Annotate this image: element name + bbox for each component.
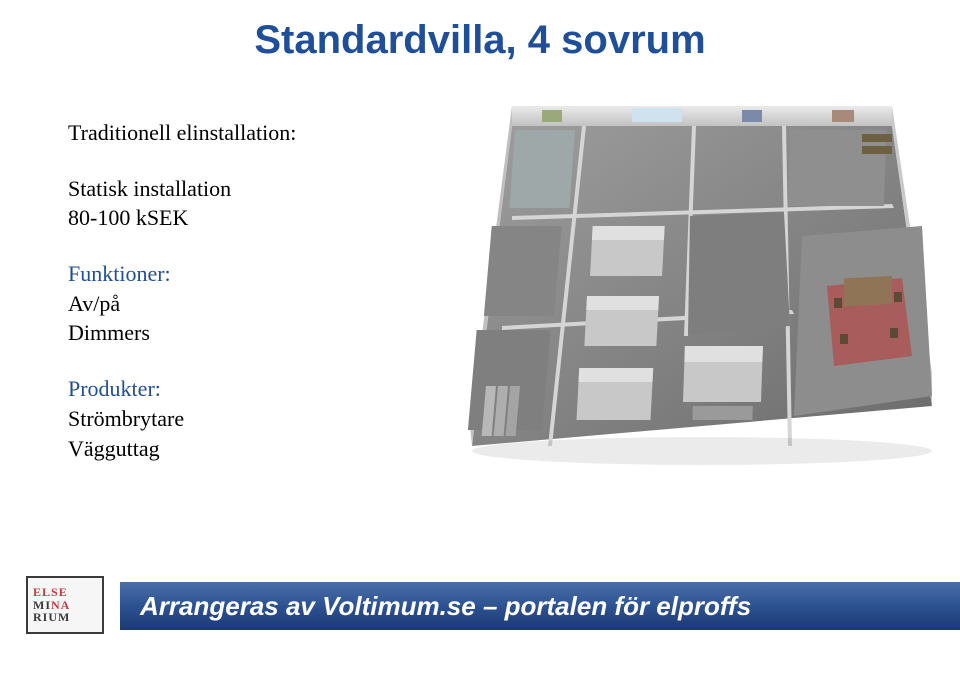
footer-logo: E L S E M I N A R I U M [26,576,104,634]
logo-r1c4: E [59,586,67,599]
section1-line1: Statisk installation [68,174,428,204]
section3-line1: Strömbrytare [68,404,428,434]
section-funktioner: Funktioner: Av/på Dimmers [68,259,428,348]
logo-r3c2: I [43,611,48,624]
logo-row1: E L S E [33,586,102,599]
logo-r3c3: U [48,611,57,624]
section2-line1: Av/på [68,289,428,319]
footer-text: Arrangeras av Voltimum.se – portalen för… [140,591,751,622]
section1-heading: Traditionell elinstallation: [68,118,428,148]
footer-bar: Arrangeras av Voltimum.se – portalen för… [120,582,960,630]
section1-line2: 80-100 kSEK [68,203,428,233]
logo-r1c3: S [51,586,58,599]
floorplan-image [432,86,932,466]
slide: Standardvilla, 4 sovrum Traditionell eli… [0,0,960,676]
logo-r1c2: L [42,586,50,599]
section2-heading: Funktioner: [68,259,428,289]
logo-r3c1: R [33,611,42,624]
section3-heading: Produkter: [68,374,428,404]
section-traditionell: Traditionell elinstallation: [68,118,428,148]
logo-r3c4: M [58,611,69,624]
slide-title: Standardvilla, 4 sovrum [0,18,960,63]
section1-body: Statisk installation 80-100 kSEK [68,174,428,233]
section-produkter: Produkter: Strömbrytare Vägguttag [68,374,428,463]
content-left: Traditionell elinstallation: Statisk ins… [68,118,428,489]
section3-line2: Vägguttag [68,434,428,464]
footer: E L S E M I N A R I U M Arrangeras av Vo… [0,570,960,640]
logo-r1c1: E [33,586,41,599]
logo-row3: R I U M [33,611,102,624]
section2-line2: Dimmers [68,318,428,348]
